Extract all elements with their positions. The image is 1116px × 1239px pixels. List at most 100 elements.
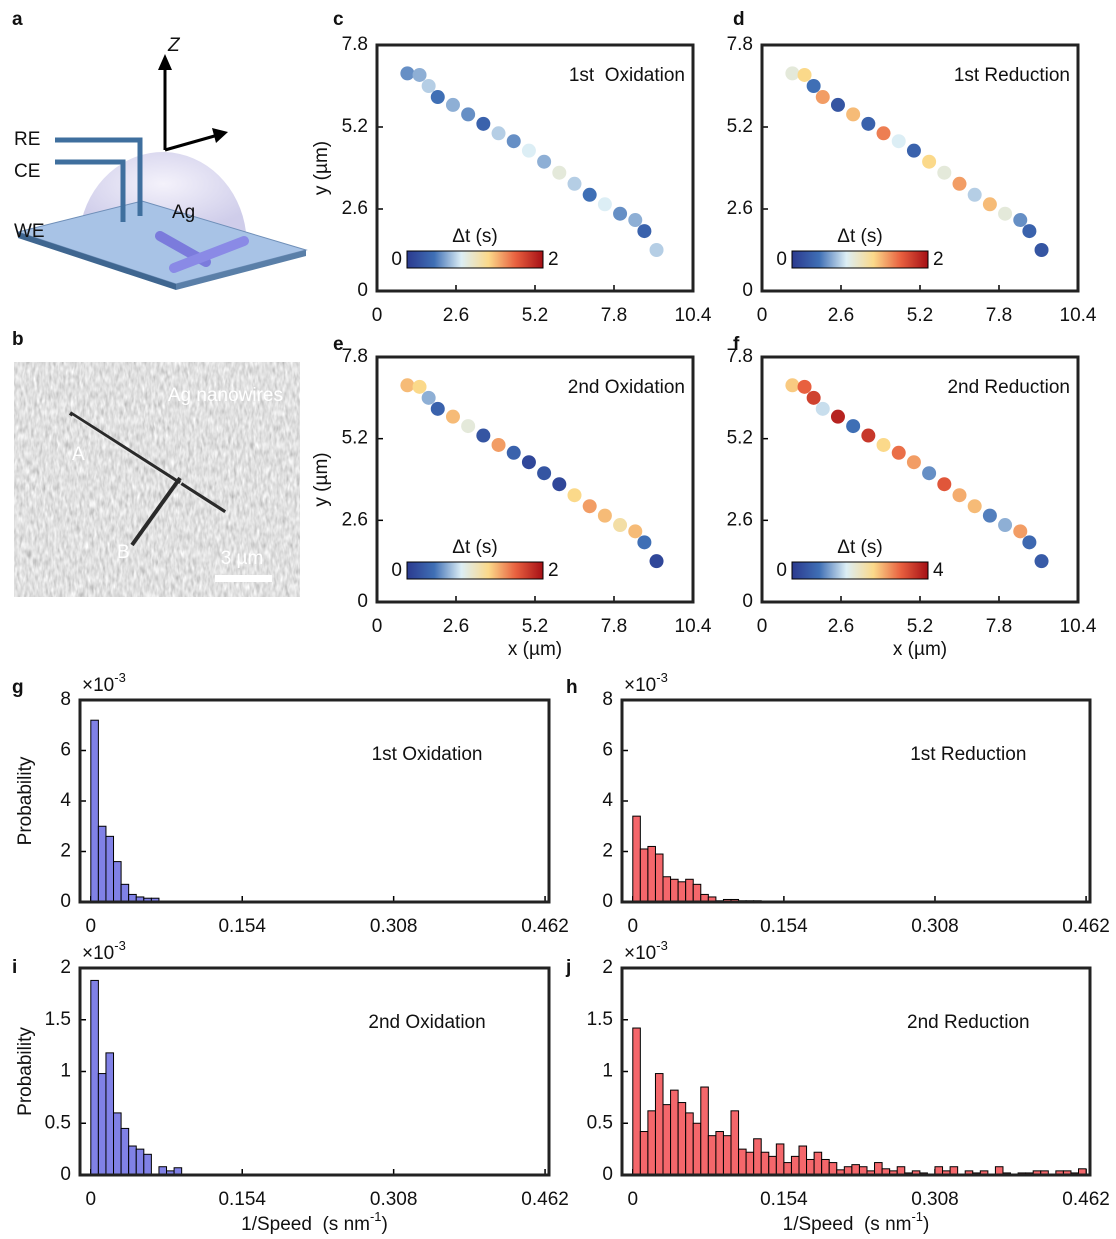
x-tick-label: 5.2 — [907, 616, 933, 637]
colorbar — [406, 250, 544, 269]
y-tick-label: 0 — [357, 591, 368, 612]
multiplier-base: ×10 — [624, 943, 656, 964]
histogram-bar — [685, 878, 694, 903]
y-tick-label: 7.8 — [342, 34, 368, 55]
colorbar-label: Δt (s) — [452, 226, 497, 247]
histogram-bar — [113, 1112, 122, 1176]
y-tick-label: 5.2 — [342, 428, 368, 449]
trajectory-point — [906, 143, 921, 158]
x-tick-label: 2.6 — [443, 616, 469, 637]
micrograph: Ag nanowires A B 3 µm — [14, 362, 300, 597]
panel-label: f — [733, 334, 740, 355]
y-tick-label: 0 — [357, 280, 368, 301]
scale-bar — [215, 575, 272, 582]
trajectory-point — [876, 126, 891, 141]
trajectory-point — [967, 187, 982, 202]
y-tick-label: 0 — [602, 891, 613, 912]
x-axis-label-text: 1/Speed (s nm — [241, 1214, 370, 1235]
y-axis-label: y (µm) — [311, 141, 332, 195]
trajectory-point — [613, 206, 628, 221]
x-tick-label: 7.8 — [601, 305, 627, 326]
trajectory-point — [1022, 224, 1037, 239]
histogram-bar — [692, 1122, 702, 1176]
y-tick-label: 7.8 — [727, 34, 753, 55]
histogram-bar — [677, 881, 687, 903]
trajectory-point — [998, 206, 1013, 221]
trajectory-point — [400, 66, 415, 81]
histogram-bar — [783, 1162, 792, 1176]
trajectory-point — [628, 213, 643, 228]
trajectory-point — [806, 79, 821, 93]
x-tick-label: 0 — [628, 1189, 639, 1210]
trajectory-point — [952, 488, 967, 503]
histogram-bar — [692, 883, 702, 903]
histogram-bar — [670, 878, 679, 903]
x-axis-label: x (µm) — [893, 639, 947, 660]
trajectory-point — [830, 97, 845, 112]
histogram-bar — [730, 1110, 740, 1176]
x-axis-label-exponent: -1 — [370, 1209, 382, 1224]
trajectory-point — [476, 428, 491, 443]
axes-frame — [760, 43, 1080, 293]
y-tick-label: 8 — [60, 689, 71, 710]
y-tick-label: 4 — [602, 790, 613, 811]
trajectory-point — [861, 428, 876, 443]
panel-label: h — [566, 677, 578, 698]
counter-electrode — [55, 159, 126, 222]
trajectory-point — [637, 224, 652, 239]
trajectory-point — [521, 143, 536, 158]
x-tick-label: 2.6 — [443, 305, 469, 326]
panel-label: j — [565, 957, 571, 978]
colorbar-tick-label: 0 — [391, 560, 402, 581]
multiplier-exponent: -3 — [114, 670, 126, 685]
trajectory-point — [491, 126, 506, 141]
x-axis-label: 1/Speed (s nm-1) — [783, 1209, 930, 1235]
trajectory-point — [861, 116, 876, 131]
y-tick-label: 2.6 — [727, 509, 753, 530]
multiplier-base: ×10 — [624, 675, 656, 696]
y-axis-label: Probability — [15, 756, 36, 845]
x-tick-label: 0.154 — [218, 916, 266, 937]
panel-label: e — [333, 334, 344, 355]
arrow-head — [158, 54, 172, 70]
histogram-bar — [120, 1127, 130, 1176]
histogram-bar — [97, 825, 107, 903]
x-tick-label: 10.4 — [1060, 616, 1097, 637]
colorbar-tick-label: 2 — [548, 560, 559, 581]
colorbar-tick-label: 0 — [776, 560, 787, 581]
histogram-bar — [753, 1138, 762, 1176]
x-tick-label: 0.154 — [218, 1189, 266, 1210]
map-title: 2nd Reduction — [947, 377, 1070, 398]
y-tick-label: 6 — [60, 740, 71, 761]
electrode-label: RE — [14, 129, 40, 150]
colorbar — [791, 250, 929, 269]
histogram-bar — [647, 1110, 656, 1176]
histogram-bar — [722, 1135, 732, 1176]
histogram-bar — [135, 1148, 145, 1176]
y-tick-label: 0.5 — [587, 1112, 613, 1133]
hist-title: 2nd Oxidation — [368, 1012, 485, 1033]
histogram-bar — [113, 861, 122, 903]
trajectory-point — [922, 466, 937, 481]
y-tick-label: 0 — [742, 280, 753, 301]
axes-frame — [375, 355, 695, 604]
multiplier-exponent: -3 — [656, 670, 668, 685]
x-axis-label-text: ) — [382, 1214, 388, 1235]
histogram-bar — [654, 1073, 664, 1176]
arrow-head — [212, 128, 228, 143]
electrode-label: WE — [14, 221, 45, 242]
x-tick-label: 0 — [628, 916, 639, 937]
axes-frame — [760, 355, 1080, 604]
x-tick-label: 10.4 — [675, 305, 712, 326]
nanowire — [130, 476, 182, 547]
histogram-bar — [806, 1158, 815, 1176]
trajectory-point — [567, 488, 582, 503]
x-tick-label: 0 — [757, 305, 768, 326]
x-axis-label-text: 1/Speed (s nm — [783, 1214, 912, 1235]
trajectory-point — [430, 90, 445, 105]
y-axis-label: Probability — [15, 1027, 36, 1116]
histogram-bar — [700, 1086, 709, 1176]
x-axis-label-text: ) — [923, 1214, 929, 1235]
panel-label: i — [12, 957, 17, 978]
